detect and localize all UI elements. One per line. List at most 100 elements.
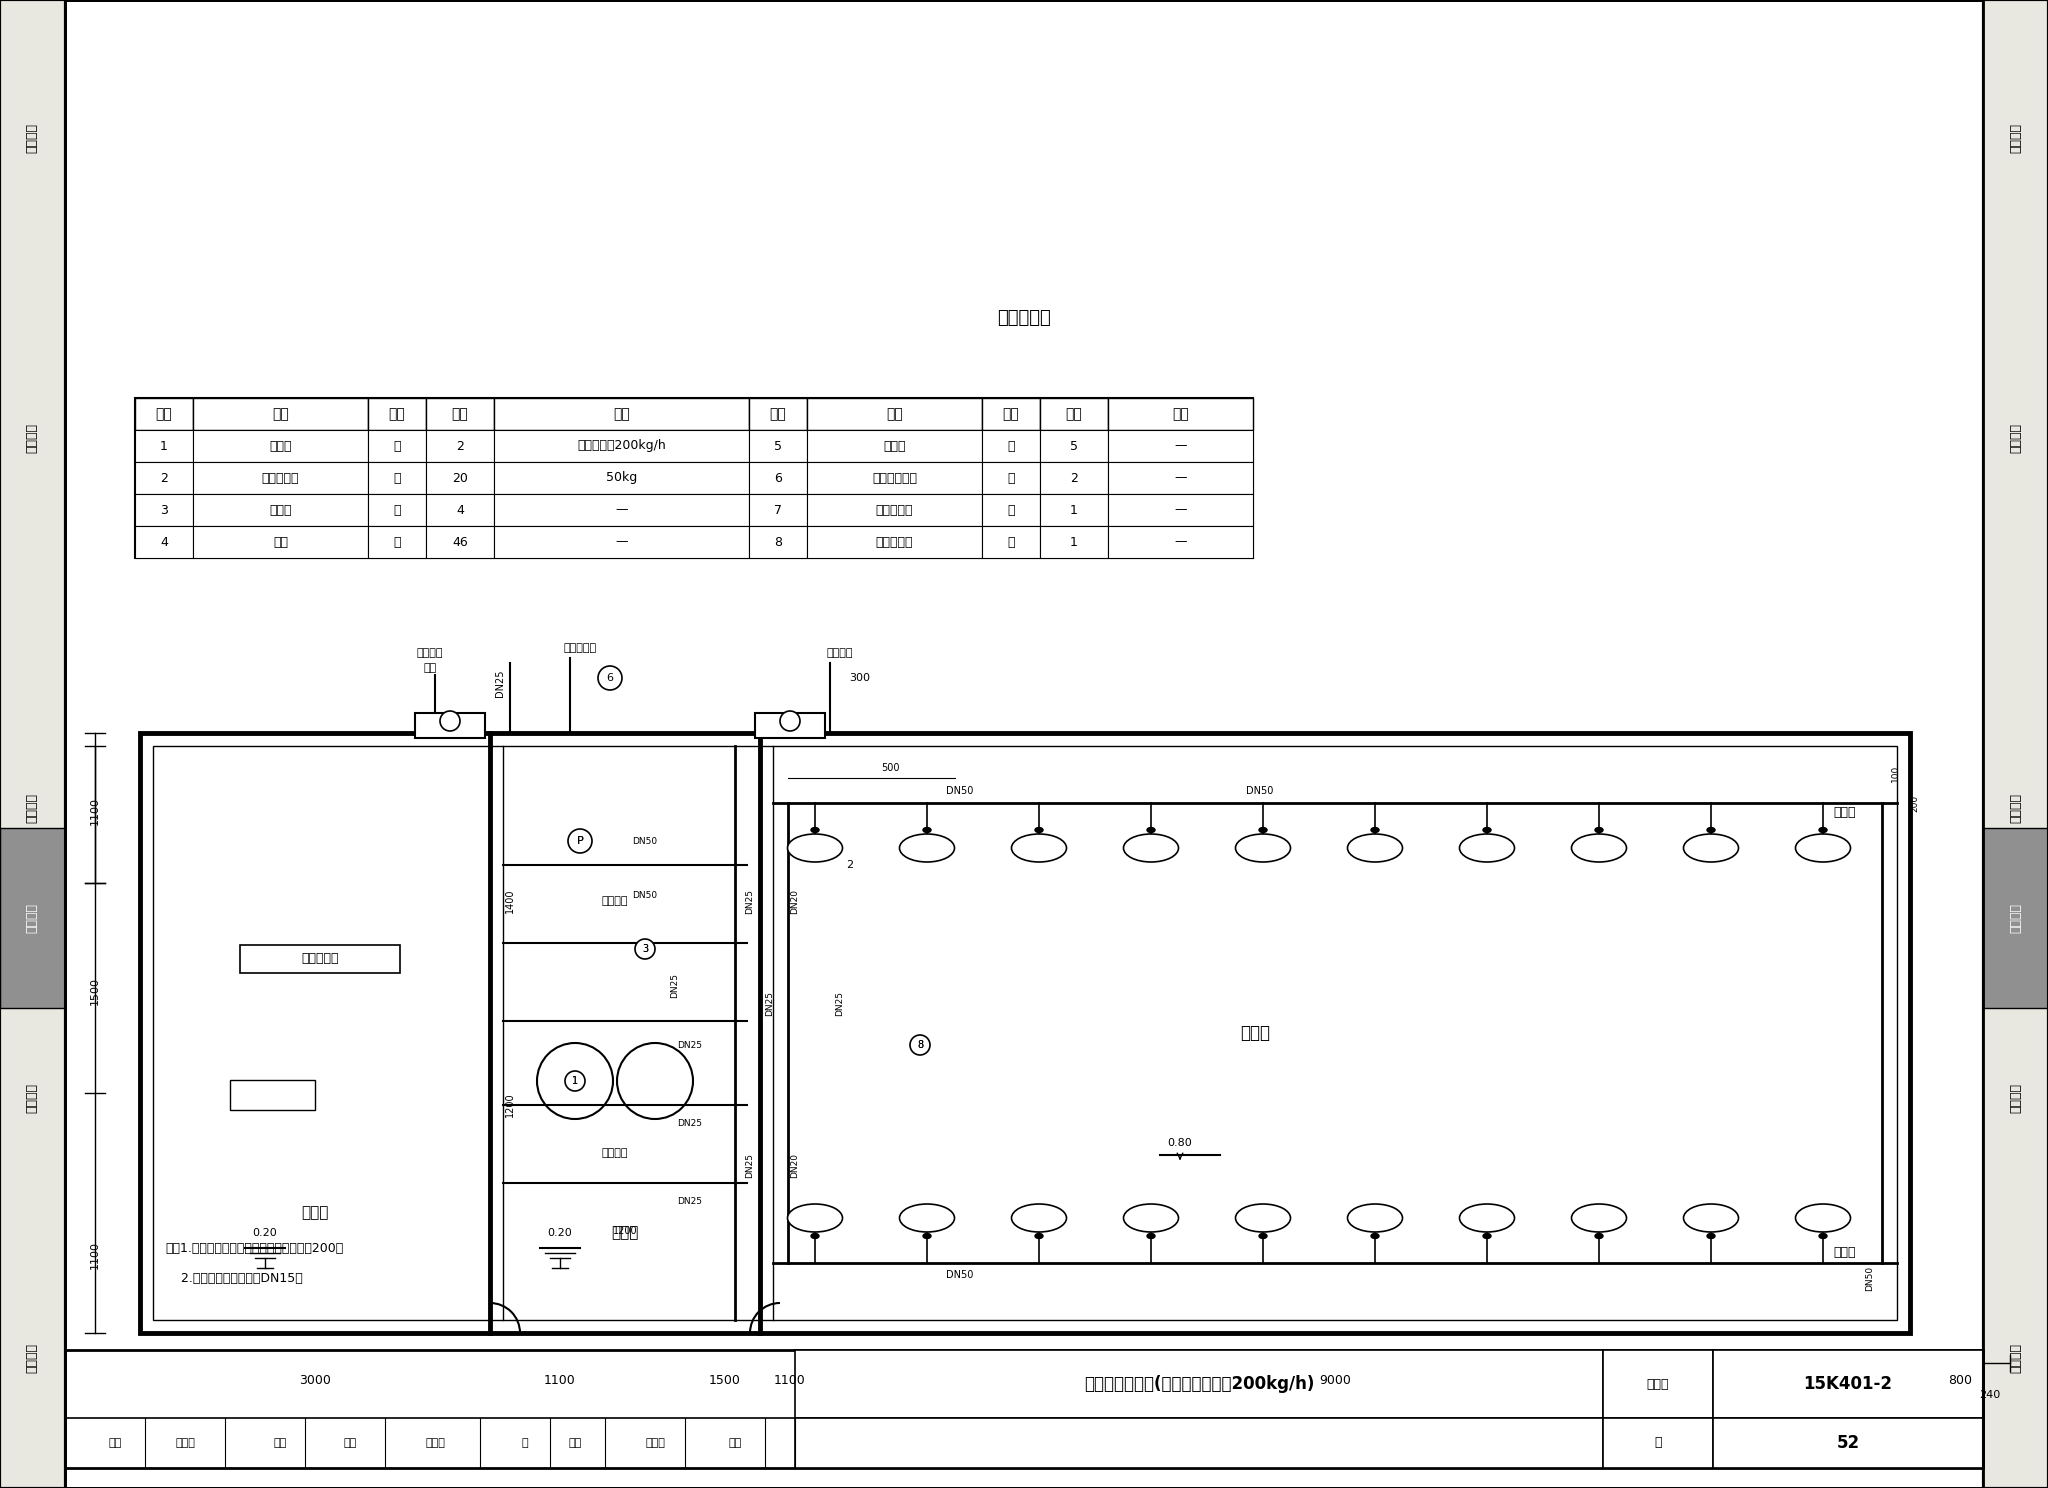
Text: DN25: DN25 xyxy=(745,888,754,914)
Bar xyxy=(369,461,426,494)
Ellipse shape xyxy=(899,1204,954,1232)
Text: 瓶组间: 瓶组间 xyxy=(1239,1024,1270,1042)
Ellipse shape xyxy=(1706,827,1714,832)
Bar xyxy=(750,397,807,430)
Ellipse shape xyxy=(1260,1234,1268,1238)
Text: 施工安装: 施工安装 xyxy=(25,423,39,452)
Ellipse shape xyxy=(811,1234,819,1238)
Ellipse shape xyxy=(1012,1204,1067,1232)
Text: 报警控制器: 报警控制器 xyxy=(301,952,338,966)
Text: 8: 8 xyxy=(918,1040,924,1051)
Bar xyxy=(981,494,1040,525)
Ellipse shape xyxy=(1460,833,1516,862)
Text: 6: 6 xyxy=(606,673,614,683)
Text: 气液分离器: 气液分离器 xyxy=(877,503,913,516)
Bar xyxy=(494,461,750,494)
Bar xyxy=(807,397,981,430)
Ellipse shape xyxy=(1483,827,1491,832)
Bar xyxy=(135,397,1253,558)
Bar xyxy=(193,461,369,494)
Ellipse shape xyxy=(1819,827,1827,832)
Text: 控制间: 控制间 xyxy=(301,1205,328,1220)
Text: 2: 2 xyxy=(457,439,465,452)
Text: DN25: DN25 xyxy=(496,670,506,696)
Ellipse shape xyxy=(1595,827,1604,832)
Text: 控制盘: 控制盘 xyxy=(270,1089,293,1101)
Bar xyxy=(795,1350,1604,1418)
Bar xyxy=(416,713,485,738)
Text: 2: 2 xyxy=(846,860,854,870)
Text: 1200: 1200 xyxy=(506,1092,514,1117)
Text: 接至室外: 接至室外 xyxy=(827,647,854,658)
Text: 名称: 名称 xyxy=(887,408,903,421)
Circle shape xyxy=(598,667,623,690)
Bar xyxy=(807,525,981,558)
Bar xyxy=(981,525,1040,558)
Ellipse shape xyxy=(1460,1204,1516,1232)
Text: 图集号: 图集号 xyxy=(1647,1378,1669,1390)
Text: 1: 1 xyxy=(1069,503,1077,516)
Text: 5: 5 xyxy=(1069,439,1077,452)
Text: 8: 8 xyxy=(918,1040,924,1051)
Text: P: P xyxy=(578,836,584,847)
Bar xyxy=(981,461,1040,494)
Bar xyxy=(1712,1418,1982,1469)
Text: 1400: 1400 xyxy=(506,888,514,914)
Text: 台: 台 xyxy=(1008,472,1014,485)
Text: 序号: 序号 xyxy=(770,408,786,421)
Text: —: — xyxy=(1174,439,1186,452)
Text: 3: 3 xyxy=(641,943,647,954)
Text: 9000: 9000 xyxy=(1319,1375,1352,1387)
Text: 100: 100 xyxy=(1890,765,1898,781)
Bar xyxy=(426,397,494,430)
Ellipse shape xyxy=(788,833,842,862)
Text: 50kg: 50kg xyxy=(606,472,637,485)
Text: 备注: 备注 xyxy=(1171,408,1190,421)
Bar xyxy=(1040,461,1108,494)
Text: 液化气钢瓶: 液化气钢瓶 xyxy=(262,472,299,485)
Text: 液化气站: 液化气站 xyxy=(2009,793,2023,823)
Text: DN25: DN25 xyxy=(745,1153,754,1177)
Text: 1100: 1100 xyxy=(774,1375,805,1387)
Ellipse shape xyxy=(1012,833,1067,862)
Text: 名称: 名称 xyxy=(272,408,289,421)
Text: 2: 2 xyxy=(1069,472,1077,485)
Text: 46: 46 xyxy=(453,536,467,549)
Circle shape xyxy=(909,1036,930,1055)
Bar xyxy=(750,525,807,558)
Text: —: — xyxy=(614,503,629,516)
Text: 排污: 排污 xyxy=(424,664,436,673)
Text: DN50: DN50 xyxy=(1247,786,1274,796)
Text: 审核: 审核 xyxy=(109,1437,121,1448)
Text: DN50: DN50 xyxy=(1866,1265,1874,1290)
Text: 瞀冬载: 瞀冬载 xyxy=(426,1437,444,1448)
Text: 安全阀: 安全阀 xyxy=(883,439,905,452)
Ellipse shape xyxy=(1147,1234,1155,1238)
Ellipse shape xyxy=(899,833,954,862)
Bar xyxy=(426,525,494,558)
Text: 1200: 1200 xyxy=(612,1226,637,1237)
Bar xyxy=(135,397,193,430)
Text: 设计说明: 设计说明 xyxy=(25,124,39,153)
Bar xyxy=(807,461,981,494)
Text: 调压器: 调压器 xyxy=(268,503,291,516)
Text: —: — xyxy=(1174,472,1186,485)
Text: 单位: 单位 xyxy=(1004,408,1020,421)
Ellipse shape xyxy=(1819,1234,1827,1238)
Text: DN25: DN25 xyxy=(678,1119,702,1128)
Ellipse shape xyxy=(1483,1234,1491,1238)
Bar xyxy=(426,461,494,494)
Text: 备注: 备注 xyxy=(729,1437,741,1448)
Ellipse shape xyxy=(788,1204,842,1232)
Text: 数量: 数量 xyxy=(453,408,469,421)
Text: 施工安装: 施工安装 xyxy=(2009,423,2023,452)
Text: 电气控制: 电气控制 xyxy=(2009,1083,2023,1113)
Text: 工程实例: 工程实例 xyxy=(2009,1344,2023,1373)
Bar xyxy=(229,1080,315,1110)
Circle shape xyxy=(780,711,801,731)
Circle shape xyxy=(635,939,655,958)
Bar xyxy=(0,827,66,1007)
Text: 15K401-2: 15K401-2 xyxy=(1804,1375,1892,1393)
Bar xyxy=(1604,1418,1712,1469)
Bar xyxy=(750,494,807,525)
